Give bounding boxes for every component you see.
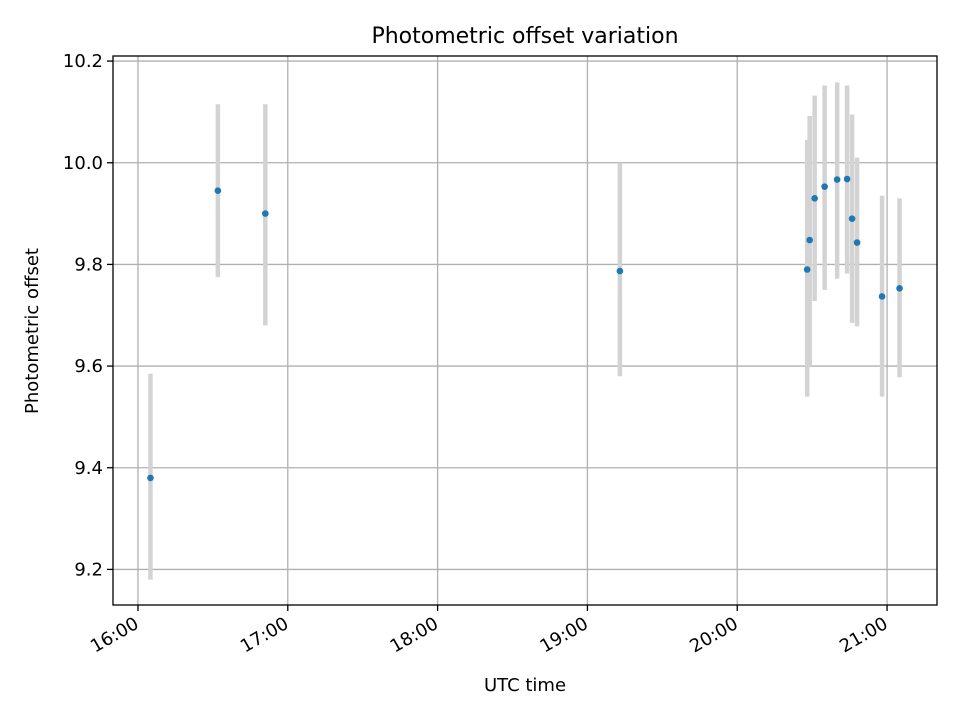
y-tick-label: 10.0 [63,153,103,174]
data-point [833,176,841,183]
data-point [896,285,903,292]
grid [113,56,937,605]
x-tick-label: 16:00 [87,613,142,657]
data-points [147,175,903,482]
data-point [803,266,811,273]
y-tick-label: 9.8 [74,254,103,275]
y-axis: 9.2 9.4 9.6 9.8 10.0 10.2 [63,51,113,580]
x-tick-label: 17:00 [237,613,292,657]
data-point [843,175,851,183]
x-tick-label: 19:00 [536,613,591,657]
data-point [147,474,154,482]
data-point [262,210,269,217]
data-point [848,215,856,222]
data-point [878,293,886,300]
x-axis-label: UTC time [484,675,566,696]
y-tick-label: 9.6 [74,356,103,377]
x-axis: 16:00 17:00 18:00 19:00 20:00 21:00 [87,605,892,657]
data-point [616,267,624,275]
y-tick-label: 9.2 [74,559,103,580]
x-tick-label: 20:00 [686,613,741,657]
y-tick-label: 10.2 [63,51,103,72]
data-point [853,239,861,246]
data-point [214,187,222,195]
data-point [811,195,818,202]
y-tick-label: 9.4 [74,458,103,479]
x-tick-label: 18:00 [387,613,442,657]
error-bars [148,82,902,580]
x-tick-label: 21:00 [836,613,891,657]
plot-frame [112,55,938,606]
data-point [806,236,813,244]
data-point [821,183,828,190]
chart-title: Photometric offset variation [371,24,678,49]
y-axis-label: Photometric offset [22,248,43,414]
